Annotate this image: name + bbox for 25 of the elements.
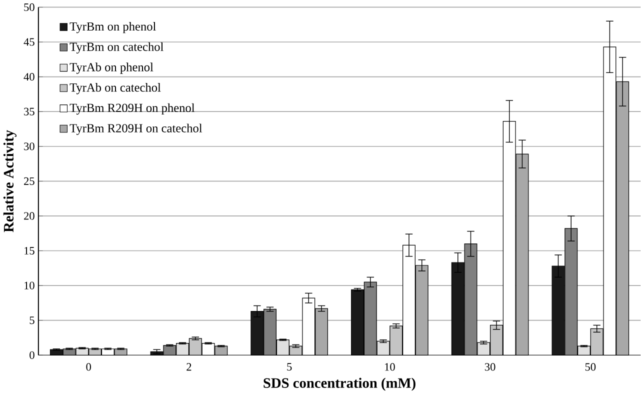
x-tick-label: 10 <box>385 363 395 371</box>
x-tick-label: 50 <box>585 363 596 371</box>
y-tick-label: 35 <box>24 108 34 116</box>
y-tick-label: 10 <box>24 282 34 290</box>
y-tick-label: 15 <box>24 246 34 254</box>
legend-label: TyrBm R209H on phenol <box>70 103 195 114</box>
y-tick-label: 30 <box>24 142 34 150</box>
y-tick-label: 40 <box>24 72 34 80</box>
legend-label: TyrAb on phenol <box>70 62 154 74</box>
x-tick-label: 30 <box>484 363 496 371</box>
y-tick-label: 20 <box>24 212 34 220</box>
x-axis-title: SDS concentration (mM) <box>264 378 416 391</box>
x-tick-label: 2 <box>186 363 192 370</box>
legend-label: TyrAb on catechol <box>70 82 161 94</box>
y-tick-label: 50 <box>24 3 34 11</box>
legend-label: TyrBm on phenol <box>70 22 156 34</box>
x-tick-label: 0 <box>86 363 92 371</box>
y-tick-label: 0 <box>30 351 34 359</box>
legend-label: TyrBm on catechol <box>70 42 164 54</box>
x-tick-label: 5 <box>287 363 292 371</box>
y-tick-label: 5 <box>30 316 34 324</box>
legend-label: TyrBm R209H on catechol <box>70 124 202 135</box>
y-tick-label: 45 <box>24 38 34 46</box>
y-axis-title: Relative Activity <box>3 130 16 232</box>
y-tick-label: 25 <box>24 177 34 185</box>
